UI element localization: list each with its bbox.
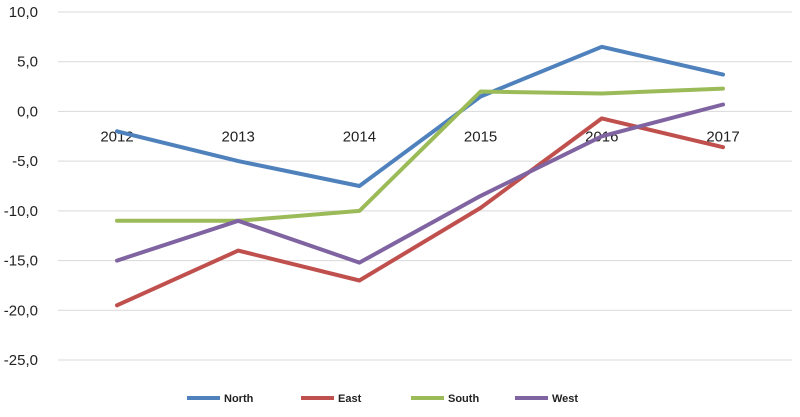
x-tick-label: 2017 [706,128,739,145]
x-tick-label: 2013 [222,128,255,145]
series-line-north [115,44,725,188]
gridlines [58,11,792,361]
legend-label-south: South [448,393,479,405]
series-lines [115,44,725,308]
y-tick-label: -25,0 [4,352,38,369]
y-tick-label: -5,0 [12,153,38,170]
series-line-east [115,116,725,308]
x-axis-tick-labels: 2012 2013 2014 2015 2016 2017 [100,128,739,145]
series-line-south [115,86,725,223]
x-tick-label: 2014 [343,128,376,145]
legend: North East South West [187,393,578,405]
series-line-west [115,102,725,265]
legend-label-east: East [338,393,362,405]
x-tick-label: 2015 [464,128,497,145]
y-tick-label: 0,0 [17,103,38,120]
legend-label-west: West [552,393,578,405]
y-tick-label: -20,0 [4,302,38,319]
y-tick-label: -15,0 [4,253,38,270]
y-tick-label: 10,0 [9,4,38,21]
y-tick-label: -10,0 [4,203,38,220]
legend-label-north: North [224,393,254,405]
y-tick-label: 5,0 [17,54,38,71]
y-axis-tick-labels: 10,0 5,0 0,0 -5,0 -10,0 -15,0 -20,0 -25,0 [4,4,38,369]
